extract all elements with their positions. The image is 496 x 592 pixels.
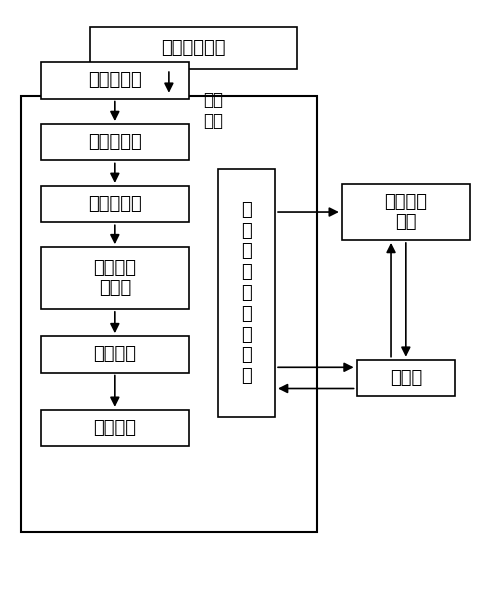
- Text: 数据库: 数据库: [390, 369, 422, 387]
- FancyBboxPatch shape: [41, 62, 189, 99]
- FancyBboxPatch shape: [218, 169, 275, 417]
- Text: 人机交互
界面: 人机交互 界面: [384, 192, 428, 231]
- Text: 相关性分析: 相关性分析: [88, 195, 142, 213]
- Text: 数据采集系统: 数据采集系统: [162, 39, 226, 57]
- Text: 分类规则: 分类规则: [93, 345, 136, 363]
- FancyBboxPatch shape: [342, 184, 470, 240]
- FancyBboxPatch shape: [90, 27, 297, 69]
- FancyBboxPatch shape: [41, 247, 189, 309]
- Text: 幅值域分析: 幅值域分析: [88, 133, 142, 151]
- Text: 风
力
机
故
障
分
类
软
件: 风 力 机 故 障 分 类 软 件: [242, 201, 252, 385]
- Text: 实时
数据: 实时 数据: [204, 91, 224, 130]
- FancyBboxPatch shape: [21, 96, 317, 532]
- FancyBboxPatch shape: [41, 410, 189, 446]
- FancyBboxPatch shape: [41, 186, 189, 223]
- Text: 故障分类: 故障分类: [93, 419, 136, 437]
- FancyBboxPatch shape: [41, 124, 189, 160]
- FancyBboxPatch shape: [357, 359, 455, 396]
- Text: 建立故障
判定树: 建立故障 判定树: [93, 259, 136, 297]
- FancyBboxPatch shape: [41, 336, 189, 372]
- Text: 数据预处理: 数据预处理: [88, 72, 142, 89]
